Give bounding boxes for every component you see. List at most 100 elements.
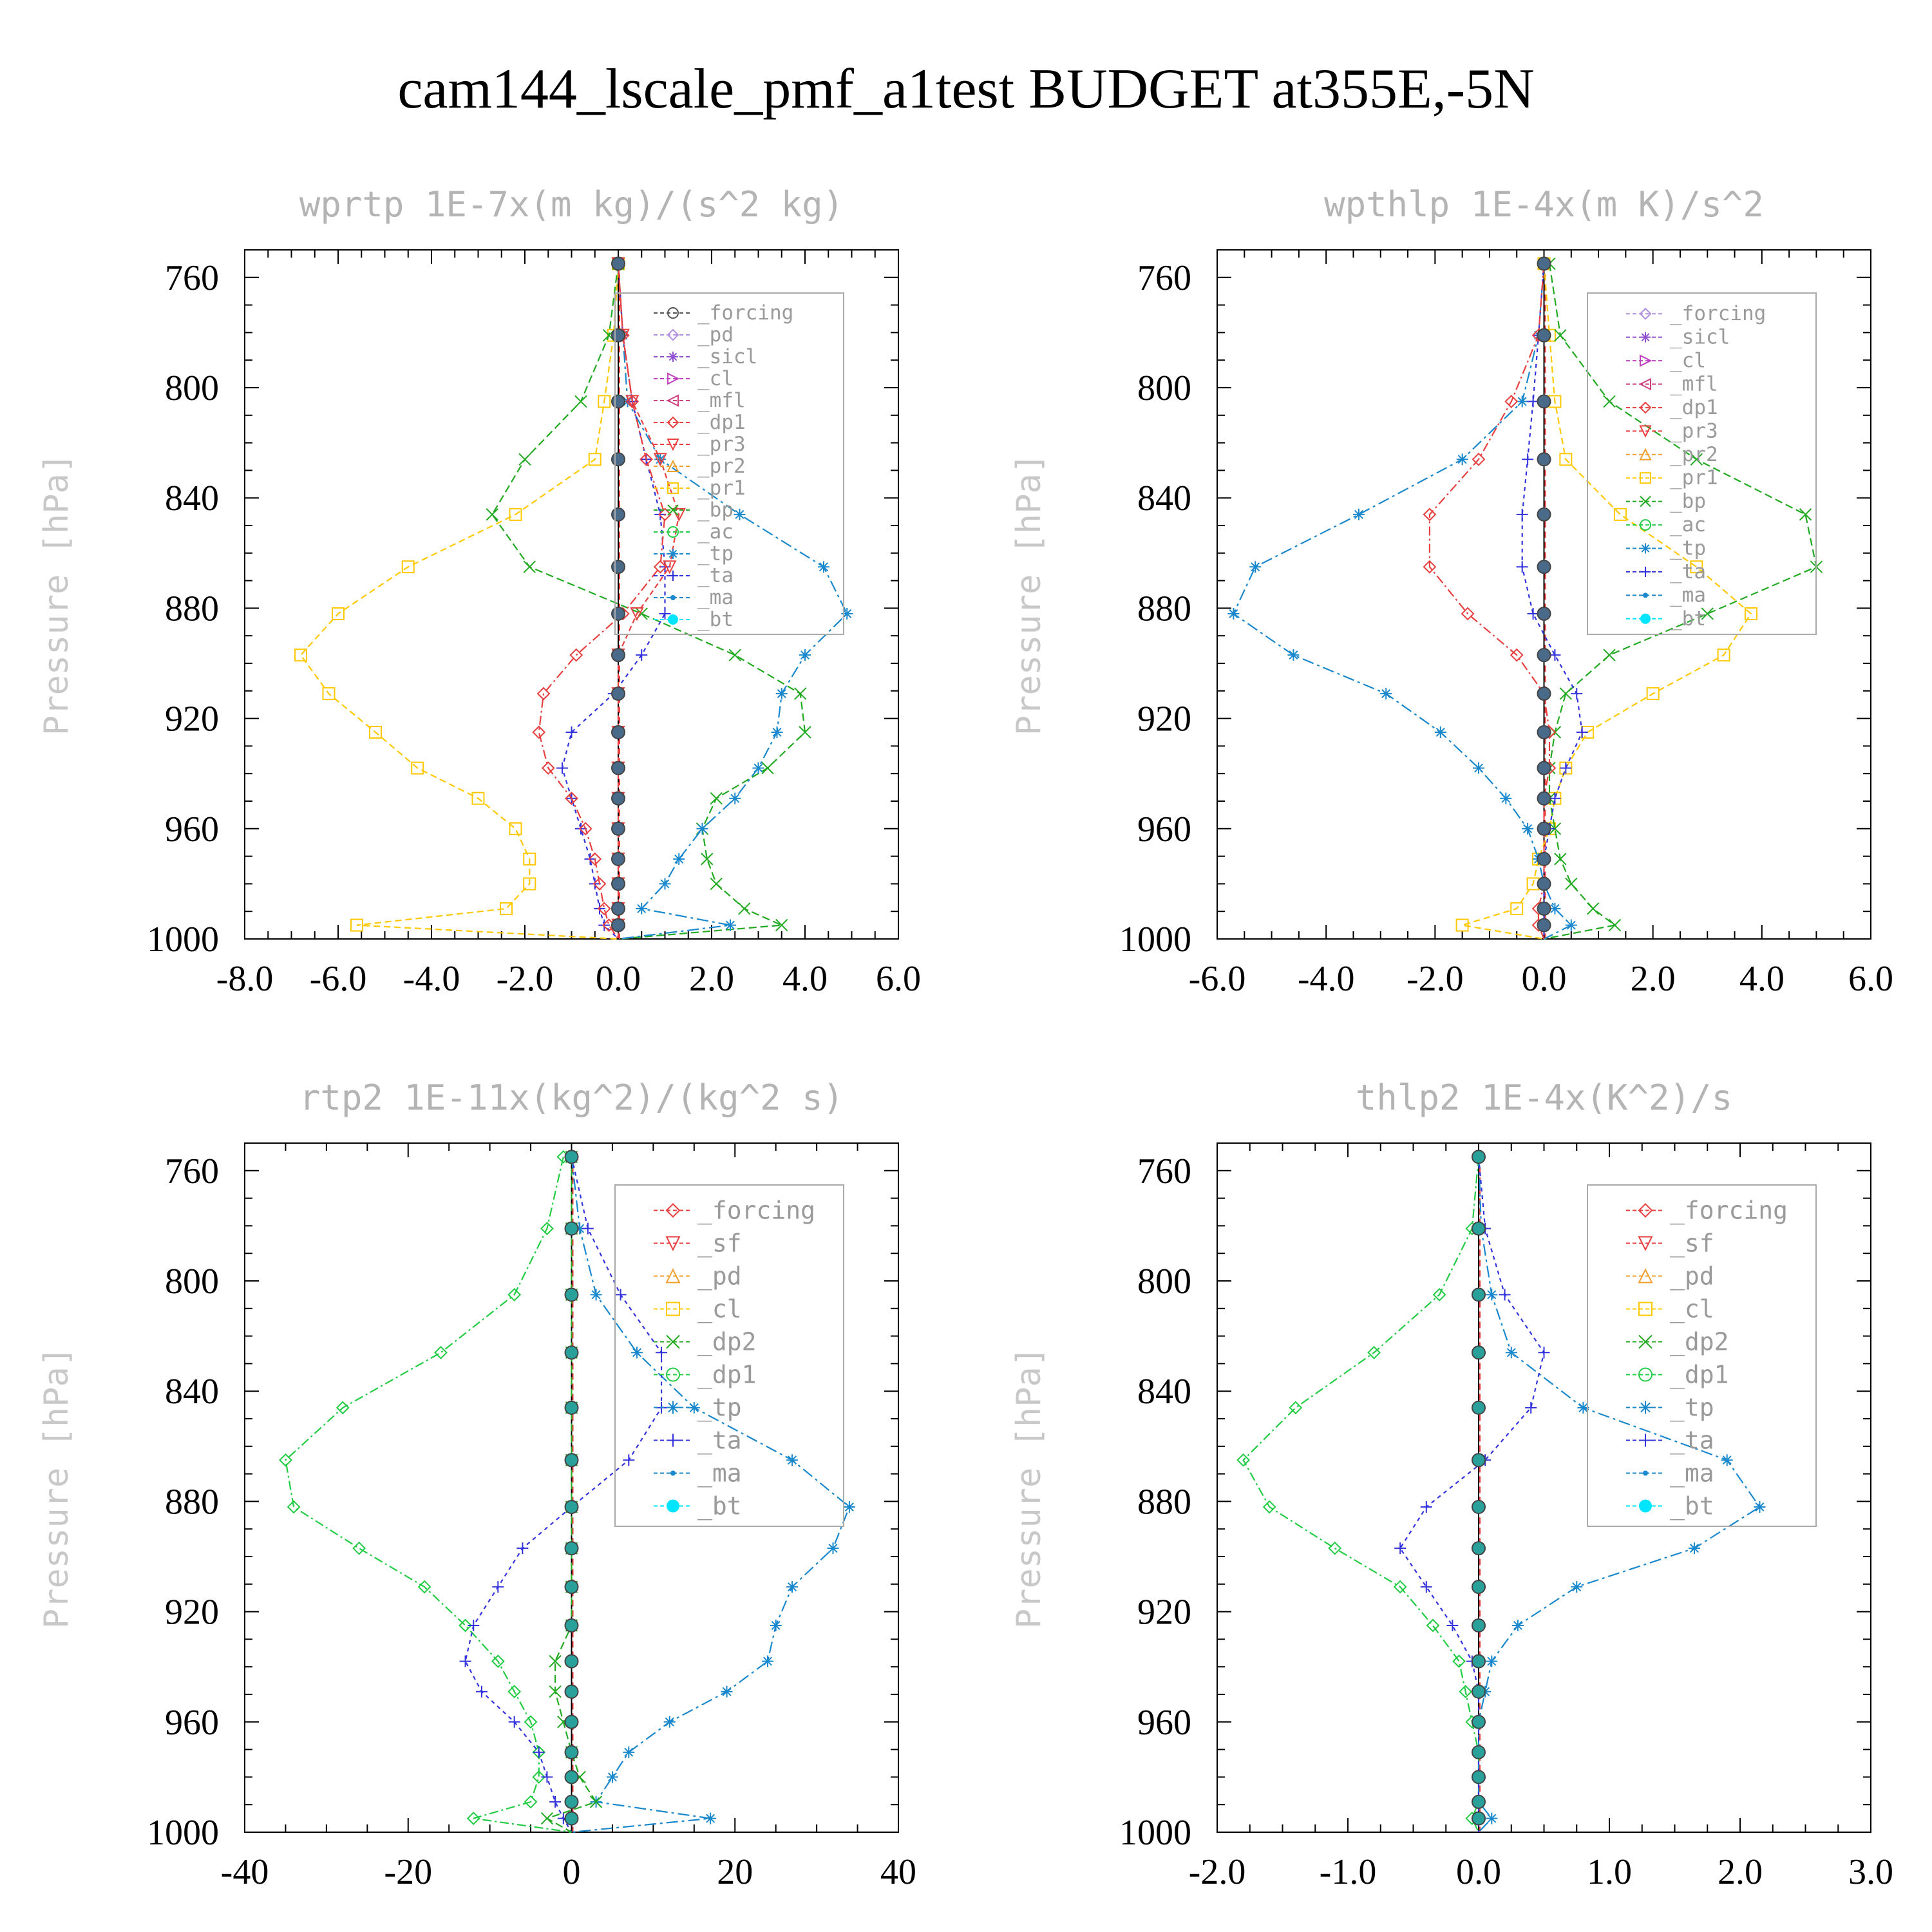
data-point [843, 1501, 855, 1513]
data-point [663, 560, 677, 574]
x-tick-label: 4.0 [782, 959, 828, 999]
legend-marker [1638, 1302, 1653, 1316]
x-tick-label: 0 [563, 1852, 581, 1892]
data-point [1565, 919, 1577, 931]
data-point-zero-term [1472, 1150, 1486, 1164]
data-point [536, 687, 551, 701]
data-point [1559, 453, 1573, 466]
data-point [1701, 607, 1714, 620]
data-point [1473, 762, 1484, 774]
data-point-zero-term [1472, 1619, 1485, 1632]
data-point [588, 852, 602, 866]
legend-marker [668, 571, 678, 581]
legend-marker [1640, 519, 1651, 531]
series-line-dp2 [545, 1157, 598, 1833]
data-point-zero-term [564, 1499, 579, 1514]
legend-label: _dp1 [697, 411, 746, 434]
data-point [294, 649, 307, 662]
y-tick-label: 920 [165, 699, 219, 739]
legend-marker [668, 352, 678, 362]
data-point-zero-term [1472, 1288, 1485, 1302]
data-point-zero-term [611, 918, 625, 933]
series-line-pr3 [617, 263, 680, 939]
data-point-zero-term [612, 902, 625, 915]
data-point [565, 791, 578, 806]
data-point [1522, 822, 1534, 835]
data-point [589, 878, 601, 890]
data-point [1754, 1501, 1766, 1513]
data-point-zero-term [611, 851, 625, 866]
legend-marker [666, 1334, 680, 1349]
data-point [658, 507, 672, 522]
data-point [582, 1222, 594, 1235]
data-point [592, 876, 607, 891]
data-point [1328, 1541, 1342, 1555]
data-point [507, 1287, 522, 1302]
data-point [656, 1347, 668, 1359]
data-point [775, 918, 788, 932]
data-point-zero-term [611, 761, 625, 775]
data-point [630, 607, 644, 621]
data-point-zero-term [564, 1400, 579, 1415]
data-point-zero-term [1537, 918, 1551, 932]
y-tick-label: 760 [1137, 258, 1191, 298]
panel-title: wpthlp 1E-4x(m K)/s^2 [1324, 184, 1764, 225]
data-point [631, 1347, 643, 1359]
x-tick-label: -20 [384, 1852, 432, 1892]
data-point [549, 1685, 562, 1698]
series-line-ta [1521, 263, 1583, 939]
data-point-zero-term [1537, 851, 1551, 866]
data-point-zero-term [564, 1287, 579, 1302]
data-point-zero-term [1537, 453, 1551, 466]
data-point [1516, 508, 1528, 520]
data-point-zero-term [612, 761, 625, 775]
legend-label: _ta [697, 564, 734, 587]
data-point-zero-term [1472, 1812, 1485, 1825]
x-tick-label: 3.0 [1848, 1852, 1893, 1892]
data-point-zero-term [611, 791, 625, 806]
data-point-zero-term [1472, 1499, 1486, 1514]
legend-marker [1639, 307, 1652, 320]
data-point [1394, 1542, 1406, 1555]
data-point [508, 1716, 520, 1728]
data-point [540, 1222, 554, 1236]
data-point [352, 1541, 366, 1555]
data-point-zero-term [1472, 1287, 1486, 1302]
data-point [574, 395, 587, 408]
y-tick-label: 1000 [147, 920, 219, 960]
x-tick-label: 2.0 [1631, 959, 1676, 999]
series-line-dp1 [1428, 263, 1551, 940]
data-point-zero-term [611, 648, 625, 663]
data-point [614, 1289, 627, 1301]
data-point-zero-term [565, 1745, 578, 1759]
x-tick-label: 4.0 [1739, 959, 1785, 999]
data-point-zero-term [1537, 821, 1551, 836]
data-point-zero-term [1472, 1715, 1485, 1728]
chart-panel-3: rtp2 1E-11x(kg^2)/(kg^2 s) Pressure [hPa]… [37, 1077, 916, 1892]
data-point [623, 1454, 635, 1466]
data-point [1499, 1289, 1511, 1301]
data-point [1744, 607, 1757, 620]
data-point [728, 649, 741, 661]
data-point-zero-term [1472, 1684, 1486, 1699]
legend-box [614, 292, 844, 635]
data-point-zero-term [1472, 1221, 1486, 1236]
y-tick-label: 880 [165, 589, 219, 629]
legend-marker [1640, 495, 1651, 507]
data-point [523, 560, 536, 573]
legend-marker [1640, 472, 1651, 484]
legend-label: _forcing [697, 301, 793, 325]
data-point [1586, 902, 1600, 915]
data-point-zero-term [611, 452, 625, 467]
data-point [799, 726, 811, 739]
data-point [625, 395, 639, 409]
legend-label: _cl [697, 1295, 742, 1324]
legend-marker [1640, 354, 1653, 367]
data-point [1522, 453, 1534, 466]
legend-label: _pd [697, 323, 734, 346]
legend-marker [666, 394, 679, 407]
x-tick-label: 6.0 [876, 959, 921, 999]
y-tick-label: 880 [165, 1482, 219, 1522]
data-point [369, 726, 382, 739]
